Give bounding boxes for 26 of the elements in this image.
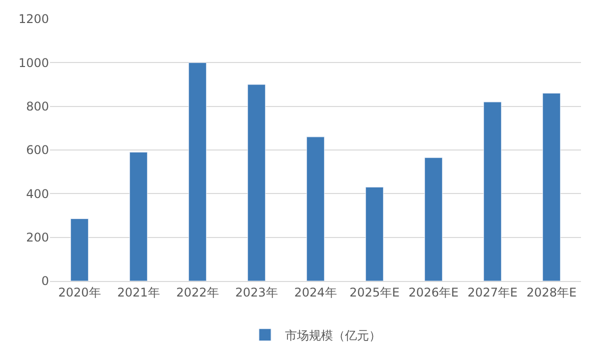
- y-tick-label: 0: [41, 274, 49, 288]
- bar: [188, 62, 207, 281]
- bar: [129, 152, 148, 281]
- bar: [70, 218, 89, 281]
- x-tick-label: 2020年: [58, 285, 101, 300]
- bar: [542, 92, 561, 281]
- y-tick-label: 800: [26, 100, 49, 114]
- x-tick-label: 2024年: [294, 285, 337, 300]
- x-tick-label: 2022年: [176, 285, 219, 300]
- x-tick-label: 2026年E: [408, 285, 459, 300]
- x-tick-label: 2025年E: [349, 285, 400, 300]
- bar: [247, 84, 266, 281]
- legend-label: 市场规模（亿元）: [285, 328, 381, 342]
- bar: [306, 136, 325, 281]
- bar: [365, 186, 384, 281]
- y-tick-label: 1000: [18, 56, 49, 70]
- y-tick-label: 200: [26, 230, 49, 245]
- bar: [424, 157, 443, 281]
- x-tick-label: 2023年: [235, 285, 278, 300]
- y-tick-label: 600: [26, 143, 49, 158]
- x-tick-label: 2028年E: [526, 285, 577, 300]
- y-tick-label: 400: [26, 186, 49, 201]
- x-tick-label: 2021年: [117, 285, 160, 300]
- x-tick-label: 2027年E: [467, 285, 518, 300]
- y-tick-label: 1200: [18, 12, 49, 26]
- bar: [483, 102, 502, 281]
